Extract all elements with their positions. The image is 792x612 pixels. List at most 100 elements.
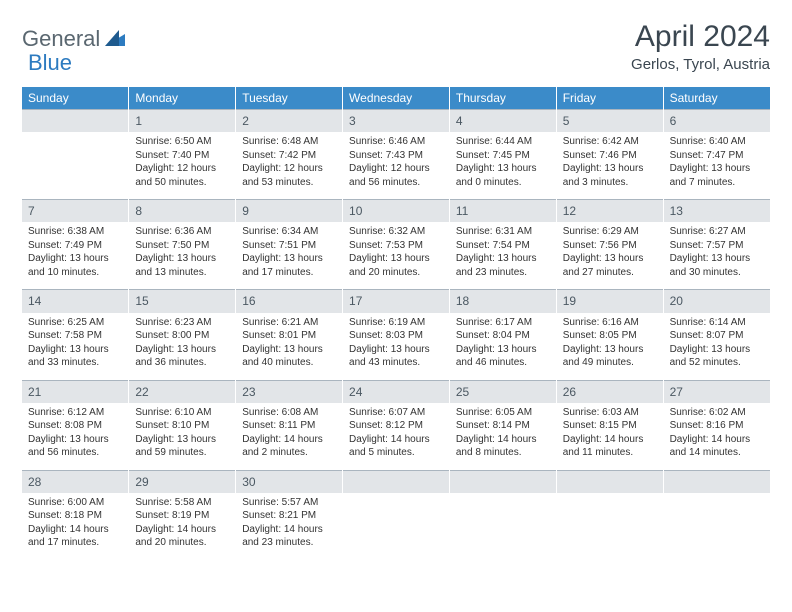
cell-line: Sunset: 8:18 PM [28,509,122,523]
day-number: 23 [236,380,342,403]
cell-line: Daylight: 13 hours [135,343,229,357]
day-number: 29 [129,470,235,493]
calendar-cell: 29Sunrise: 5:58 AMSunset: 8:19 PMDayligh… [129,470,236,556]
day-number: 22 [129,380,235,403]
cell-line: Daylight: 13 hours [28,252,122,266]
cell-line: Sunset: 7:56 PM [563,239,657,253]
cell-line: Sunrise: 5:58 AM [135,496,229,510]
calendar-cell: 16Sunrise: 6:21 AMSunset: 8:01 PMDayligh… [236,289,343,375]
weekday-header: Thursday [449,87,556,109]
cell-line: Sunset: 7:46 PM [563,149,657,163]
day-number: 27 [664,380,770,403]
cell-body [343,493,449,553]
cell-body: Sunrise: 5:57 AMSunset: 8:21 PMDaylight:… [236,493,342,556]
day-number: 26 [557,380,663,403]
calendar-cell: 27Sunrise: 6:02 AMSunset: 8:16 PMDayligh… [663,380,770,466]
cell-body: Sunrise: 6:44 AMSunset: 7:45 PMDaylight:… [450,132,556,195]
cell-body: Sunrise: 6:42 AMSunset: 7:46 PMDaylight:… [557,132,663,195]
cell-line: and 5 minutes. [349,446,443,460]
cell-line: Sunset: 8:19 PM [135,509,229,523]
cell-line: Sunset: 7:54 PM [456,239,550,253]
cell-line: Sunrise: 6:50 AM [135,135,229,149]
day-number [557,470,663,493]
cell-line: Daylight: 14 hours [670,433,764,447]
calendar-cell [22,109,129,195]
cell-body: Sunrise: 6:17 AMSunset: 8:04 PMDaylight:… [450,313,556,376]
cell-line: Daylight: 13 hours [349,343,443,357]
cell-line: Sunrise: 6:32 AM [349,225,443,239]
calendar-cell: 28Sunrise: 6:00 AMSunset: 8:18 PMDayligh… [22,470,129,556]
calendar-cell: 24Sunrise: 6:07 AMSunset: 8:12 PMDayligh… [343,380,450,466]
cell-line: Sunset: 7:57 PM [670,239,764,253]
cell-line: and 59 minutes. [135,446,229,460]
cell-body: Sunrise: 6:21 AMSunset: 8:01 PMDaylight:… [236,313,342,376]
cell-line: Sunrise: 6:23 AM [135,316,229,330]
cell-line: Sunset: 8:04 PM [456,329,550,343]
cell-line: Sunrise: 6:02 AM [670,406,764,420]
cell-line: Daylight: 12 hours [349,162,443,176]
cell-line: Daylight: 13 hours [670,162,764,176]
cell-line: and 2 minutes. [242,446,336,460]
cell-line: Sunrise: 6:36 AM [135,225,229,239]
day-number: 15 [129,289,235,312]
cell-line: Sunset: 8:11 PM [242,419,336,433]
day-number: 1 [129,109,235,132]
cell-body: Sunrise: 6:32 AMSunset: 7:53 PMDaylight:… [343,222,449,285]
cell-body: Sunrise: 6:40 AMSunset: 7:47 PMDaylight:… [664,132,770,195]
cell-line: Sunset: 8:05 PM [563,329,657,343]
cell-line: Sunrise: 6:42 AM [563,135,657,149]
cell-line: Daylight: 14 hours [135,523,229,537]
cell-line: and 46 minutes. [456,356,550,370]
weekday-header: Sunday [22,87,129,109]
cell-line: Daylight: 14 hours [349,433,443,447]
day-number [343,470,449,493]
cell-line: Daylight: 14 hours [28,523,122,537]
cell-line: Daylight: 13 hours [242,252,336,266]
day-number: 2 [236,109,342,132]
cell-body: Sunrise: 6:08 AMSunset: 8:11 PMDaylight:… [236,403,342,466]
logo-blue-wrap: Blue [30,50,72,76]
day-number: 4 [450,109,556,132]
calendar-cell [343,470,450,556]
cell-line: Sunrise: 6:40 AM [670,135,764,149]
cell-line: and 56 minutes. [28,446,122,460]
cell-line: Sunrise: 6:27 AM [670,225,764,239]
calendar-cell: 17Sunrise: 6:19 AMSunset: 8:03 PMDayligh… [343,289,450,375]
cell-line: and 56 minutes. [349,176,443,190]
day-number: 18 [450,289,556,312]
logo-triangle-icon [105,30,125,51]
cell-line: Sunrise: 6:12 AM [28,406,122,420]
day-number [22,109,128,132]
cell-body: Sunrise: 6:12 AMSunset: 8:08 PMDaylight:… [22,403,128,466]
weekday-header: Monday [129,87,236,109]
cell-line: Daylight: 13 hours [349,252,443,266]
cell-line: Sunset: 7:53 PM [349,239,443,253]
calendar-cell: 10Sunrise: 6:32 AMSunset: 7:53 PMDayligh… [343,199,450,285]
cell-line: Daylight: 13 hours [135,433,229,447]
cell-line: and 27 minutes. [563,266,657,280]
calendar-cell: 26Sunrise: 6:03 AMSunset: 8:15 PMDayligh… [556,380,663,466]
cell-line: and 52 minutes. [670,356,764,370]
cell-line: Daylight: 14 hours [563,433,657,447]
cell-line: and 53 minutes. [242,176,336,190]
cell-body: Sunrise: 6:27 AMSunset: 7:57 PMDaylight:… [664,222,770,285]
calendar-cell: 18Sunrise: 6:17 AMSunset: 8:04 PMDayligh… [449,289,556,375]
cell-line: Daylight: 12 hours [242,162,336,176]
cell-line: Daylight: 13 hours [456,162,550,176]
cell-body: Sunrise: 6:38 AMSunset: 7:49 PMDaylight:… [22,222,128,285]
logo-text-blue: Blue [28,50,72,75]
cell-body: Sunrise: 6:05 AMSunset: 8:14 PMDaylight:… [450,403,556,466]
cell-body: Sunrise: 6:19 AMSunset: 8:03 PMDaylight:… [343,313,449,376]
calendar-cell: 4Sunrise: 6:44 AMSunset: 7:45 PMDaylight… [449,109,556,195]
calendar-cell: 3Sunrise: 6:46 AMSunset: 7:43 PMDaylight… [343,109,450,195]
calendar-cell [449,470,556,556]
calendar-week-row: 28Sunrise: 6:00 AMSunset: 8:18 PMDayligh… [22,470,770,556]
cell-line: Sunrise: 6:38 AM [28,225,122,239]
cell-body: Sunrise: 6:48 AMSunset: 7:42 PMDaylight:… [236,132,342,195]
day-number: 11 [450,199,556,222]
cell-body: Sunrise: 5:58 AMSunset: 8:19 PMDaylight:… [129,493,235,556]
title-block: April 2024 Gerlos, Tyrol, Austria [631,20,770,73]
cell-line: and 40 minutes. [242,356,336,370]
cell-line: Sunrise: 6:48 AM [242,135,336,149]
cell-line: Daylight: 14 hours [242,433,336,447]
